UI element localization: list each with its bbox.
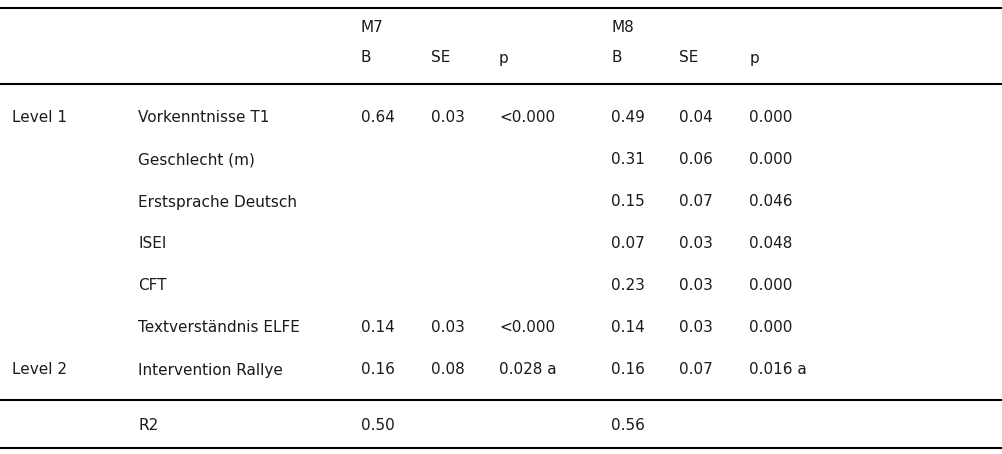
Text: 0.56: 0.56 bbox=[611, 418, 645, 433]
Text: 0.03: 0.03 bbox=[431, 110, 465, 125]
Text: 0.15: 0.15 bbox=[611, 194, 645, 209]
Text: 0.14: 0.14 bbox=[611, 321, 645, 336]
Text: <0.000: <0.000 bbox=[499, 321, 555, 336]
Text: 0.31: 0.31 bbox=[611, 153, 645, 168]
Text: SE: SE bbox=[679, 50, 698, 65]
Text: Geschlecht (m): Geschlecht (m) bbox=[138, 153, 256, 168]
Text: 0.03: 0.03 bbox=[679, 278, 713, 293]
Text: Level 1: Level 1 bbox=[12, 110, 67, 125]
Text: 0.16: 0.16 bbox=[361, 362, 395, 377]
Text: 0.046: 0.046 bbox=[749, 194, 793, 209]
Text: CFT: CFT bbox=[138, 278, 166, 293]
Text: 0.08: 0.08 bbox=[431, 362, 465, 377]
Text: 0.64: 0.64 bbox=[361, 110, 395, 125]
Text: Erstsprache Deutsch: Erstsprache Deutsch bbox=[138, 194, 298, 209]
Text: M7: M7 bbox=[361, 20, 384, 35]
Text: R2: R2 bbox=[138, 418, 158, 433]
Text: 0.07: 0.07 bbox=[679, 194, 713, 209]
Text: M8: M8 bbox=[611, 20, 634, 35]
Text: ISEI: ISEI bbox=[138, 237, 166, 252]
Text: 0.016 a: 0.016 a bbox=[749, 362, 808, 377]
Text: 0.03: 0.03 bbox=[679, 237, 713, 252]
Text: SE: SE bbox=[431, 50, 450, 65]
Text: 0.000: 0.000 bbox=[749, 278, 793, 293]
Text: Level 2: Level 2 bbox=[12, 362, 67, 377]
Text: 0.06: 0.06 bbox=[679, 153, 713, 168]
Text: 0.14: 0.14 bbox=[361, 321, 395, 336]
Text: B: B bbox=[611, 50, 621, 65]
Text: p: p bbox=[749, 50, 760, 65]
Text: 0.50: 0.50 bbox=[361, 418, 395, 433]
Text: Vorkenntnisse T1: Vorkenntnisse T1 bbox=[138, 110, 270, 125]
Text: B: B bbox=[361, 50, 371, 65]
Text: 0.04: 0.04 bbox=[679, 110, 713, 125]
Text: 0.23: 0.23 bbox=[611, 278, 645, 293]
Text: 0.000: 0.000 bbox=[749, 321, 793, 336]
Text: 0.16: 0.16 bbox=[611, 362, 645, 377]
Text: 0.000: 0.000 bbox=[749, 110, 793, 125]
Text: 0.028 a: 0.028 a bbox=[499, 362, 557, 377]
Text: 0.07: 0.07 bbox=[611, 237, 645, 252]
Text: 0.000: 0.000 bbox=[749, 153, 793, 168]
Text: 0.49: 0.49 bbox=[611, 110, 645, 125]
Text: 0.07: 0.07 bbox=[679, 362, 713, 377]
Text: p: p bbox=[499, 50, 509, 65]
Text: 0.03: 0.03 bbox=[679, 321, 713, 336]
Text: 0.048: 0.048 bbox=[749, 237, 793, 252]
Text: <0.000: <0.000 bbox=[499, 110, 555, 125]
Text: 0.03: 0.03 bbox=[431, 321, 465, 336]
Text: Textverständnis ELFE: Textverständnis ELFE bbox=[138, 321, 301, 336]
Text: Intervention Rallye: Intervention Rallye bbox=[138, 362, 284, 377]
